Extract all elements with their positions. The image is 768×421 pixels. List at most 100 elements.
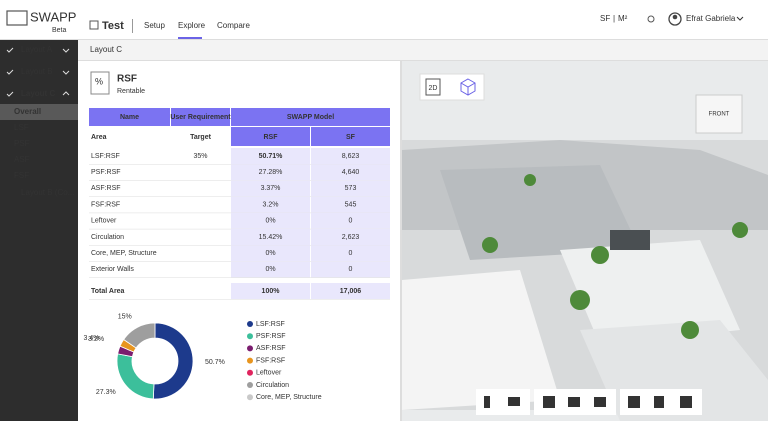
donut-label: 15% <box>118 314 132 321</box>
sidebar-item[interactable]: Layout B <box>21 67 53 76</box>
unit-m2[interactable]: M² <box>618 14 628 23</box>
column-header: RSF <box>264 134 279 141</box>
user-caret[interactable] <box>736 16 744 21</box>
sidebar-item[interactable]: ASF <box>14 155 30 164</box>
sidebar-item[interactable]: Layout B (Co... <box>21 188 74 197</box>
cell: LSF:RSF <box>91 153 120 160</box>
check-icon <box>6 47 14 53</box>
nav-tab[interactable]: Explore <box>178 21 206 30</box>
plant <box>482 237 498 253</box>
sidebar-item[interactable]: Layout A <box>21 45 53 54</box>
legend-swatch <box>247 333 253 340</box>
donut-segment <box>152 322 194 400</box>
cell-bg <box>311 148 390 164</box>
row-border <box>89 299 390 300</box>
cell: PSF:RSF <box>91 169 121 176</box>
cell-bg <box>231 212 310 229</box>
cell-bg <box>231 245 310 262</box>
project-name[interactable]: Test <box>102 20 124 32</box>
avatar[interactable] <box>668 12 682 26</box>
cell: 2,623 <box>342 234 360 241</box>
tool-section[interactable] <box>680 396 692 408</box>
cell: 0% <box>265 218 275 225</box>
view-2d-label[interactable]: 2D <box>429 85 438 92</box>
cell-bg <box>231 148 310 164</box>
legend-label: FSF:RSF <box>256 357 285 364</box>
sofa <box>610 230 650 250</box>
plant <box>524 174 536 186</box>
nav-cube-label[interactable]: FRONT <box>709 112 730 118</box>
cell-bg <box>311 229 390 245</box>
cell: 573 <box>345 185 357 192</box>
view-2d-button[interactable] <box>425 78 441 96</box>
cell-bg <box>311 180 390 197</box>
logo: SWAPP <box>30 9 76 24</box>
plant <box>732 222 748 238</box>
legend-label: Core, MEP, Structure <box>256 394 322 401</box>
cell-bg <box>311 212 390 229</box>
cell: 27.28% <box>259 169 283 176</box>
legend-swatch <box>247 394 253 401</box>
cell-bg <box>231 164 310 181</box>
caret[interactable] <box>62 91 70 96</box>
column-header: Area <box>91 134 107 141</box>
legend-swatch <box>247 357 253 364</box>
unit-sf[interactable]: SF <box>600 14 610 23</box>
donut-label: 3.2% <box>88 336 104 343</box>
share-icon[interactable] <box>647 15 655 23</box>
sidebar-item[interactable]: Overall <box>14 107 41 116</box>
donut-label: 50.7% <box>205 359 225 366</box>
tool-floor[interactable] <box>654 396 664 408</box>
cell: 50.71% <box>259 153 284 160</box>
legend-swatch <box>247 382 253 388</box>
cell: 35% <box>193 153 207 160</box>
cell-bg <box>311 283 390 299</box>
avatar-head <box>672 14 678 20</box>
cell: 15.42% <box>259 234 283 241</box>
tool-draw[interactable] <box>543 396 555 408</box>
panel-title: RSF <box>117 74 137 85</box>
tool-tree[interactable] <box>628 396 640 408</box>
logo-icon <box>6 10 28 26</box>
group-header-cell <box>171 108 230 126</box>
nav-cube[interactable] <box>695 94 743 134</box>
sidebar-item[interactable]: FSF <box>14 171 29 180</box>
divider <box>132 19 133 33</box>
tool-folder[interactable] <box>568 397 580 407</box>
cell-bg <box>231 283 310 299</box>
user-name[interactable]: Efrat Gabriela <box>686 14 736 23</box>
breadcrumb-bar <box>78 40 768 60</box>
legend-label: LSF:RSF <box>256 321 285 328</box>
grid-icon <box>89 20 99 30</box>
view-switch <box>419 73 485 101</box>
plant <box>591 246 609 264</box>
header-border <box>0 39 768 40</box>
sidebar-item[interactable]: PSF <box>14 139 30 148</box>
legend-label: Circulation <box>256 382 289 389</box>
tool-camera[interactable] <box>508 397 520 406</box>
row-border <box>89 277 390 278</box>
unit-sep: | <box>613 14 615 23</box>
breadcrumb-border <box>78 60 768 61</box>
legend-label: ASF:RSF <box>256 345 286 352</box>
nav-tab[interactable]: Compare <box>217 21 250 30</box>
active-tab-underline <box>178 37 202 39</box>
nav-tab[interactable]: Setup <box>144 21 165 30</box>
caret[interactable] <box>62 70 70 75</box>
sidebar-item[interactable]: LSF <box>14 123 29 132</box>
cell: Core, MEP, Structure <box>91 250 157 257</box>
sidebar-item[interactable]: Layout C <box>21 89 55 98</box>
cell-bg <box>231 261 310 278</box>
tool-walk[interactable] <box>484 396 490 408</box>
view-3d-button[interactable] <box>460 78 476 96</box>
caret[interactable] <box>62 48 70 53</box>
cell-bg <box>231 180 310 197</box>
panel-icon-box <box>90 71 110 95</box>
plant <box>570 290 590 310</box>
cell: Leftover <box>91 218 117 225</box>
tool-box[interactable] <box>594 397 606 407</box>
splitter[interactable] <box>400 61 402 421</box>
breadcrumb: Layout C <box>90 45 122 54</box>
desks <box>402 270 560 410</box>
